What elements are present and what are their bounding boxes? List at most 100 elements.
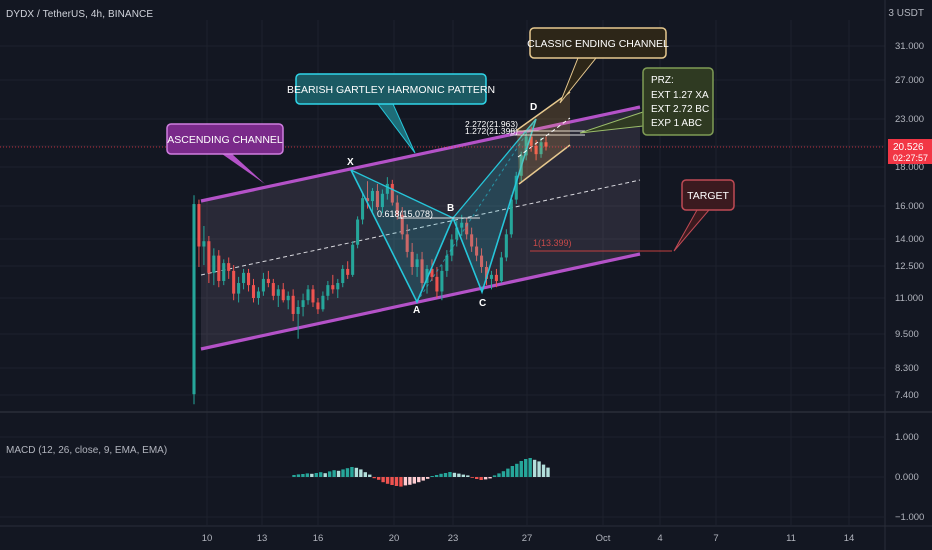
fib-target-label: 1(13.399) [533,238,572,248]
candle-body [321,295,325,310]
candle-body [227,263,231,271]
macd-histogram-bar [399,477,403,487]
prz-callout[interactable]: PRZ: EXT 1.27 XA EXT 2.72 BC EXP 1 ABC [579,67,714,136]
candle-body [410,251,414,267]
price-tick-label: 7.400 [895,390,919,401]
last-price-countdown: 02:27:57 [893,153,928,163]
macd-histogram-bar [448,472,452,477]
candle-body [390,183,394,203]
macd-histogram-bar [332,470,336,477]
gartley-callout[interactable]: BEARISH GARTLEY HARMONIC PATTERN [287,73,495,154]
candle-body [311,289,315,303]
price-axis[interactable]: 31.00027.00023.00020.00018.00016.00014.0… [895,41,924,401]
macd-histogram-bar [510,466,515,477]
fib-b-label: 0.618(15.078) [377,209,433,219]
ascending-channel-lower-line[interactable] [200,252,641,351]
macd-histogram-bar [354,467,359,477]
target-callout[interactable]: TARGET [673,179,735,252]
macd-histogram-bar [524,459,528,477]
candle-body [237,283,241,294]
gartley-point-x: X [347,157,354,168]
symbol-title[interactable]: DYDX / TetherUS, 4h, BINANCE [6,9,154,20]
ending-channel-lower-line[interactable] [518,144,571,185]
macd-histogram-bar [439,473,443,477]
candle-body [435,276,439,292]
candle-body [242,272,246,284]
ascending-channel-upper-line[interactable] [200,105,641,203]
candle-body [301,300,305,307]
gartley-xd-dashed-line [416,118,537,303]
ending-channel-callout[interactable]: CLASSIC ENDING CHANNEL [527,27,669,104]
macd-histogram-bar [546,467,550,477]
ascending-channel-drawing[interactable] [200,105,641,351]
gartley-pattern-drawing[interactable]: X A B C D 0.618(15.078) 2.272(21.963) 1.… [347,102,672,316]
macd-histogram-bar [466,475,470,477]
macd-histogram-bar [292,475,296,477]
macd-histogram-bar [506,468,510,477]
time-axis[interactable]: 10 13 16 20 23 27 Oct 4 7 11 14 [202,533,855,544]
macd-axis[interactable]: 1.000 0.000 −1.000 [895,432,924,523]
candle-body [524,136,528,156]
macd-histogram-bar [452,472,457,477]
macd-histogram-bar [430,476,434,477]
candle-body [509,199,513,235]
candle-body [400,214,404,235]
candle-body [197,204,201,247]
gartley-label: BEARISH GARTLEY HARMONIC PATTERN [287,84,495,96]
last-price-value: 20.526 [893,142,924,153]
ascending-channel-label: ASCENDING CHANNEL [167,134,283,146]
candle-body [341,268,345,284]
macd-histogram-bar [412,477,417,484]
candle-body [544,142,548,147]
gartley-bcd-fill [453,119,536,292]
macd-histogram-bar [497,473,501,477]
macd-indicator-title[interactable]: MACD (12, 26, close, 9, EMA, EMA) [6,445,168,456]
candle-body [405,234,409,252]
candle-body [470,234,474,247]
macd-histogram-bar [385,477,390,484]
time-tick-label: 16 [313,533,324,544]
macd-histogram [292,458,550,487]
candle-body [202,241,206,247]
price-tick-label: 31.000 [895,41,924,52]
candle-body [271,283,275,296]
currency-code: USDT [896,8,924,19]
ascending-channel-midline [200,179,641,276]
macd-histogram-bar [537,461,541,477]
candle-body [286,295,290,301]
candle-body [326,285,330,296]
ending-channel-upper-line[interactable] [516,91,571,131]
macd-histogram-bar [532,459,537,477]
macd-histogram-bar [381,477,385,483]
ending-channel-drawing[interactable] [516,91,571,185]
macd-histogram-bar [541,464,546,477]
ending-channel-label: CLASSIC ENDING CHANNEL [527,38,669,50]
macd-histogram-bar [488,477,492,479]
candle-body [192,204,196,395]
time-tick-label: 7 [713,533,718,544]
currency-label[interactable]: 3 USDT [888,8,924,19]
gartley-xb-line [350,169,454,219]
candle-body [222,263,226,281]
gartley-xab-fill [351,170,453,302]
macd-histogram-bar [376,477,381,480]
macd-histogram-bar [345,468,350,477]
candle-body [534,145,538,155]
candle-body [336,283,340,290]
macd-histogram-bar [363,472,367,477]
time-tick-label: 23 [448,533,459,544]
gartley-point-b: B [447,203,454,214]
ascending-channel-callout[interactable]: ASCENDING CHANNEL [166,123,284,184]
candle-body [232,270,236,294]
last-price-badge: 20.526 02:27:57 [888,139,932,164]
gartley-point-d: D [530,102,537,113]
macd-histogram-bar [296,474,301,477]
candle-body [331,285,335,290]
candle-body [281,289,285,301]
macd-histogram-bar [457,473,461,477]
gartley-point-a: A [413,305,420,316]
macd-histogram-bar [319,472,323,477]
candle-body [504,234,508,258]
